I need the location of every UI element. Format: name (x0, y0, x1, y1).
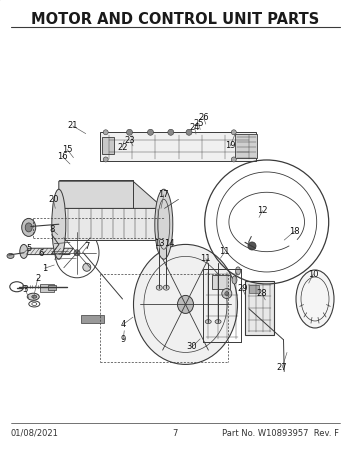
Text: 14: 14 (164, 239, 175, 248)
Text: 19: 19 (225, 141, 236, 150)
Text: 9: 9 (120, 335, 126, 344)
Text: 22: 22 (117, 143, 128, 152)
Bar (48, 285, 56, 290)
Ellipse shape (222, 289, 232, 299)
Ellipse shape (22, 218, 36, 236)
Ellipse shape (52, 189, 66, 259)
Ellipse shape (177, 295, 194, 313)
Ellipse shape (83, 263, 91, 271)
Text: 20: 20 (48, 195, 58, 204)
Bar (249, 285, 259, 293)
Text: 23: 23 (125, 136, 135, 145)
Text: 11: 11 (201, 254, 211, 263)
Ellipse shape (231, 157, 236, 162)
Text: 27: 27 (277, 363, 287, 372)
Text: 17: 17 (159, 190, 169, 199)
Bar (245, 281, 274, 335)
Ellipse shape (231, 130, 236, 135)
Text: 15: 15 (62, 145, 72, 154)
Ellipse shape (225, 292, 229, 295)
Text: 25: 25 (194, 119, 204, 128)
Bar (212, 275, 230, 289)
Text: 18: 18 (289, 226, 300, 236)
Polygon shape (24, 248, 74, 255)
Text: Part No. W10893957  Rev. F: Part No. W10893957 Rev. F (223, 429, 340, 438)
Bar (40, 284, 54, 293)
Text: 29: 29 (237, 284, 247, 293)
Text: 4: 4 (120, 320, 126, 329)
Text: 7: 7 (84, 242, 90, 251)
Text: 3: 3 (22, 284, 28, 294)
Text: 11: 11 (219, 247, 230, 256)
Text: 26: 26 (198, 113, 209, 122)
Text: 16: 16 (57, 152, 68, 161)
Ellipse shape (27, 293, 39, 300)
Text: 8: 8 (49, 225, 55, 234)
Ellipse shape (7, 253, 14, 259)
Ellipse shape (126, 129, 133, 135)
Text: 5: 5 (26, 244, 32, 253)
Ellipse shape (205, 320, 211, 323)
Ellipse shape (168, 129, 174, 135)
Polygon shape (59, 181, 164, 208)
Ellipse shape (163, 285, 169, 290)
Text: 21: 21 (68, 121, 78, 130)
Text: 24: 24 (189, 123, 200, 132)
Text: 1: 1 (42, 264, 48, 273)
Text: 30: 30 (187, 342, 197, 352)
Text: 10: 10 (308, 270, 318, 279)
Text: MOTOR AND CONTROL UNIT PARTS: MOTOR AND CONTROL UNIT PARTS (31, 11, 319, 27)
Ellipse shape (296, 270, 334, 328)
Text: 6: 6 (38, 249, 44, 258)
Text: 01/08/2021: 01/08/2021 (10, 429, 58, 438)
Ellipse shape (232, 276, 237, 284)
Ellipse shape (103, 130, 108, 135)
Ellipse shape (156, 285, 162, 290)
Polygon shape (59, 208, 164, 240)
Bar (235, 134, 257, 158)
Ellipse shape (236, 267, 240, 275)
Ellipse shape (155, 189, 173, 259)
Ellipse shape (74, 250, 80, 256)
Text: 28: 28 (257, 289, 267, 298)
Ellipse shape (32, 295, 37, 298)
Ellipse shape (186, 129, 192, 135)
Text: 7: 7 (172, 429, 178, 438)
Text: 13: 13 (154, 239, 165, 248)
Bar (80, 315, 104, 323)
Ellipse shape (248, 242, 256, 250)
Ellipse shape (20, 245, 28, 258)
Text: 2: 2 (35, 274, 40, 283)
Text: 12: 12 (257, 206, 268, 215)
Ellipse shape (147, 129, 154, 135)
Ellipse shape (133, 245, 238, 364)
Ellipse shape (215, 320, 221, 323)
Polygon shape (100, 132, 256, 161)
Ellipse shape (25, 223, 32, 232)
Ellipse shape (103, 157, 108, 162)
Bar (102, 137, 114, 154)
